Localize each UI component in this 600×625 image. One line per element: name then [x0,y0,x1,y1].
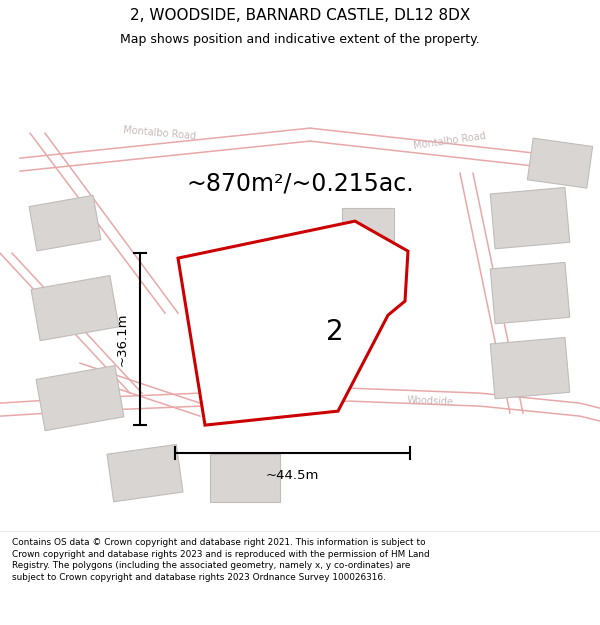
Text: Woodside: Woodside [406,395,454,408]
Polygon shape [178,221,408,425]
Polygon shape [251,270,328,336]
Polygon shape [490,262,570,324]
Text: ~36.1m: ~36.1m [115,312,128,366]
Text: Woodside: Woodside [223,406,267,417]
Polygon shape [31,276,119,341]
Text: 2: 2 [326,318,344,346]
Text: Montalbo Road: Montalbo Road [413,131,487,151]
Text: Map shows position and indicative extent of the property.: Map shows position and indicative extent… [120,33,480,46]
Text: ~44.5m: ~44.5m [266,469,319,482]
Text: Contains OS data © Crown copyright and database right 2021. This information is : Contains OS data © Crown copyright and d… [12,538,430,582]
Polygon shape [36,366,124,431]
Text: ~870m²/~0.215ac.: ~870m²/~0.215ac. [186,171,414,195]
Polygon shape [107,444,183,502]
Polygon shape [210,454,280,502]
Polygon shape [527,138,593,188]
Polygon shape [490,188,570,249]
Text: Montalbo Road: Montalbo Road [123,125,197,141]
Polygon shape [342,208,394,248]
Text: 2, WOODSIDE, BARNARD CASTLE, DL12 8DX: 2, WOODSIDE, BARNARD CASTLE, DL12 8DX [130,8,470,23]
Polygon shape [29,196,101,251]
Polygon shape [490,338,570,399]
